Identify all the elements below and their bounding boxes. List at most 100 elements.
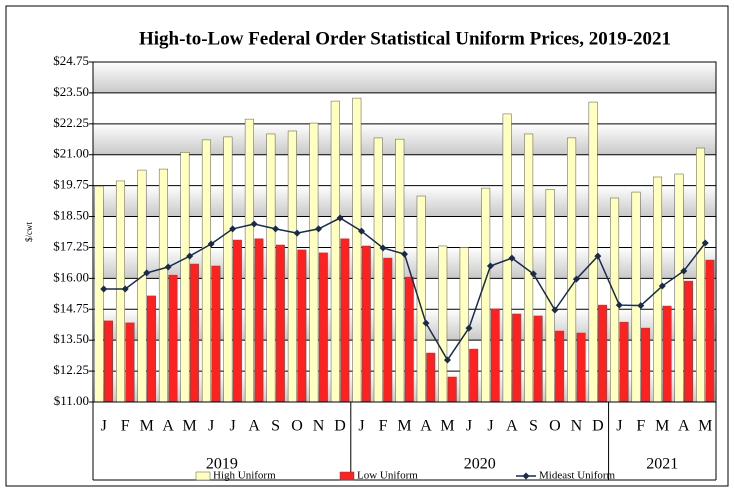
x-tick-label: J	[230, 418, 236, 435]
bar	[244, 118, 254, 403]
line-marker	[143, 269, 151, 277]
x-group-label: 2020	[464, 456, 496, 473]
x-tick-label: A	[420, 418, 432, 435]
legend-swatch	[339, 471, 355, 481]
y-tick-label: $14.75	[53, 300, 89, 315]
y-tick-label: $11.00	[54, 393, 89, 408]
bar	[447, 376, 457, 403]
y-tick-label: $24.75	[53, 53, 89, 68]
x-tick-label: J	[487, 418, 493, 435]
legend-label: Low Uniform	[357, 470, 418, 482]
bar	[352, 97, 362, 403]
y-tick-label: $18.50	[53, 208, 89, 223]
bar	[309, 122, 319, 403]
line-marker	[250, 220, 258, 228]
line-marker	[315, 225, 323, 233]
y-tick-label: $19.75	[53, 177, 89, 192]
line-marker	[529, 270, 537, 278]
x-group-label: 2019	[206, 456, 238, 473]
line-marker	[658, 282, 666, 290]
line-marker	[207, 240, 215, 248]
bar	[115, 180, 125, 403]
bar	[180, 152, 190, 403]
x-tick-label: N	[571, 418, 583, 435]
x-tick-label: J	[358, 418, 364, 435]
y-tick-label: $16.00	[53, 269, 89, 284]
bar	[469, 348, 479, 403]
bar	[266, 133, 276, 403]
bar	[481, 187, 491, 403]
bar	[318, 252, 328, 403]
bar	[275, 244, 285, 403]
line-marker	[422, 319, 430, 327]
bar	[533, 315, 543, 403]
bar	[168, 274, 178, 403]
x-tick-label: S	[529, 418, 538, 435]
x-tick-label: J	[466, 418, 472, 435]
bar	[705, 259, 715, 403]
bar	[404, 276, 414, 403]
x-tick-label: M	[397, 418, 411, 435]
bar	[641, 327, 651, 403]
bar	[158, 168, 168, 403]
bar	[211, 265, 221, 403]
x-tick-label: M	[183, 418, 197, 435]
bar	[684, 280, 694, 403]
y-tick-label: $22.25	[53, 115, 89, 130]
line-marker	[594, 252, 602, 260]
line-marker	[379, 244, 387, 252]
bar	[103, 320, 113, 403]
legend-label: High Uniform	[213, 470, 276, 482]
line-marker	[401, 250, 408, 258]
x-tick-label: F	[636, 418, 645, 435]
x-tick-label: J	[208, 418, 214, 435]
bar	[340, 238, 350, 403]
bar	[383, 257, 393, 403]
x-tick-label: M	[655, 418, 669, 435]
line-marker	[701, 239, 709, 247]
bar	[576, 332, 586, 403]
legend-label: Mideast Uniform	[539, 470, 616, 482]
bar	[373, 137, 383, 403]
bar	[297, 249, 307, 403]
x-tick-label: D	[334, 418, 346, 435]
bar	[287, 130, 297, 403]
plot-band	[93, 62, 716, 93]
line-marker	[637, 302, 645, 310]
x-tick-label: A	[248, 418, 260, 435]
line-marker	[465, 324, 473, 332]
plot-frame	[92, 61, 717, 403]
x-tick-label: J	[616, 418, 622, 435]
bar	[330, 100, 340, 403]
x-tick-label: A	[162, 418, 174, 435]
line-marker	[164, 263, 172, 271]
line-marker	[572, 275, 580, 283]
bar	[619, 321, 629, 403]
y-tick-label: $23.50	[53, 84, 89, 99]
bar	[588, 101, 598, 403]
line-marker	[186, 252, 194, 260]
bar	[631, 191, 641, 403]
x-tick-label: O	[291, 418, 303, 435]
bar	[512, 313, 522, 403]
x-tick-label: F	[379, 418, 388, 435]
y-tick-label: $21.00	[53, 146, 89, 161]
bar	[395, 138, 405, 403]
bar	[232, 239, 242, 403]
bar	[223, 136, 233, 403]
bar	[125, 322, 135, 403]
line-marker	[336, 214, 344, 222]
x-tick-label: M	[140, 418, 154, 435]
bar	[555, 330, 565, 403]
y-axis-label: $/cwt	[24, 222, 34, 242]
line-marker	[615, 301, 623, 309]
line-marker	[358, 227, 366, 235]
x-tick-label: A	[506, 418, 518, 435]
bar	[254, 238, 264, 403]
line-marker	[551, 306, 559, 314]
line-marker	[100, 285, 108, 293]
line-marker	[443, 356, 451, 364]
x-tick-label: M	[698, 418, 712, 435]
x-tick-label: A	[678, 418, 690, 435]
